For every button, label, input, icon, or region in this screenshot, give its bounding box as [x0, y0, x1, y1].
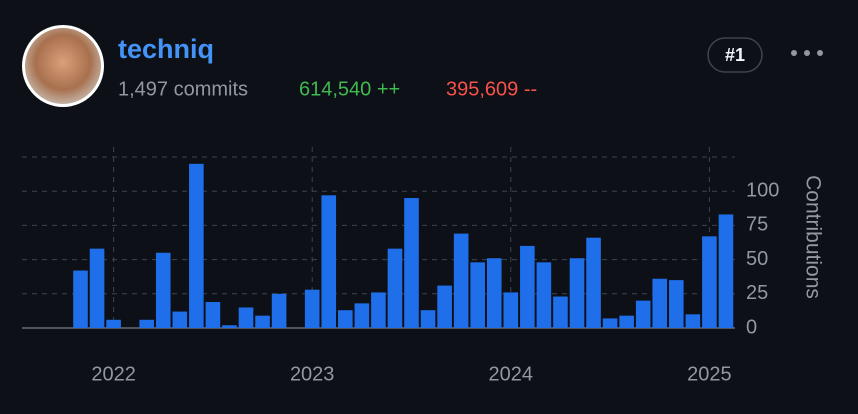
- bar: [106, 319, 121, 328]
- y-tick-label: 75: [746, 214, 768, 236]
- bar: [354, 303, 370, 328]
- y-axis-label: Contributions: [801, 175, 824, 299]
- bar: [503, 292, 519, 328]
- x-tick-label: 2023: [290, 363, 335, 385]
- bar: [520, 245, 535, 328]
- bar: [73, 270, 88, 328]
- y-tick-label: 0: [746, 316, 757, 338]
- bar: [371, 292, 386, 328]
- bar: [470, 262, 485, 328]
- bar: [453, 233, 469, 328]
- rank-badge: [707, 37, 763, 73]
- bar: [304, 289, 320, 328]
- additions: 614,540 ++: [299, 78, 400, 100]
- bar: [635, 300, 651, 328]
- bar: [586, 237, 601, 328]
- bar: [222, 325, 237, 328]
- bar: [338, 310, 353, 328]
- bar: [536, 262, 552, 328]
- rank: #1: [725, 45, 745, 65]
- avatar[interactable]: [25, 28, 101, 104]
- bar: [271, 293, 287, 328]
- bar: [238, 307, 254, 328]
- bar: [669, 280, 684, 328]
- bar: [652, 278, 668, 328]
- bar: [685, 314, 701, 328]
- bar: [255, 315, 270, 328]
- more-menu[interactable]: [791, 50, 823, 56]
- bar: [569, 258, 585, 328]
- y-tick-label: 50: [746, 248, 768, 270]
- bar: [702, 236, 717, 328]
- bar: [321, 195, 337, 328]
- user-name[interactable]: techniq: [118, 34, 214, 64]
- commit-count[interactable]: 1,497 commits: [118, 78, 248, 100]
- bar: [155, 252, 171, 328]
- bar: [553, 296, 568, 328]
- bar: [437, 285, 452, 328]
- bar: [139, 319, 154, 328]
- bar: [420, 310, 436, 328]
- deletions: 395,609 --: [446, 78, 537, 100]
- bar: [404, 198, 419, 328]
- y-tick-label: 100: [746, 179, 779, 201]
- bar: [619, 315, 634, 328]
- bar: [89, 248, 105, 328]
- x-tick-label: 2022: [91, 363, 136, 385]
- x-tick-label: 2025: [687, 363, 732, 385]
- bar: [172, 311, 188, 328]
- bar: [387, 248, 403, 328]
- y-tick-label: 25: [746, 282, 768, 304]
- bar: [602, 318, 618, 328]
- x-tick-label: 2024: [489, 363, 534, 385]
- bar: [205, 302, 221, 328]
- bar: [189, 163, 204, 328]
- bar: [486, 258, 502, 328]
- bar: [718, 214, 734, 328]
